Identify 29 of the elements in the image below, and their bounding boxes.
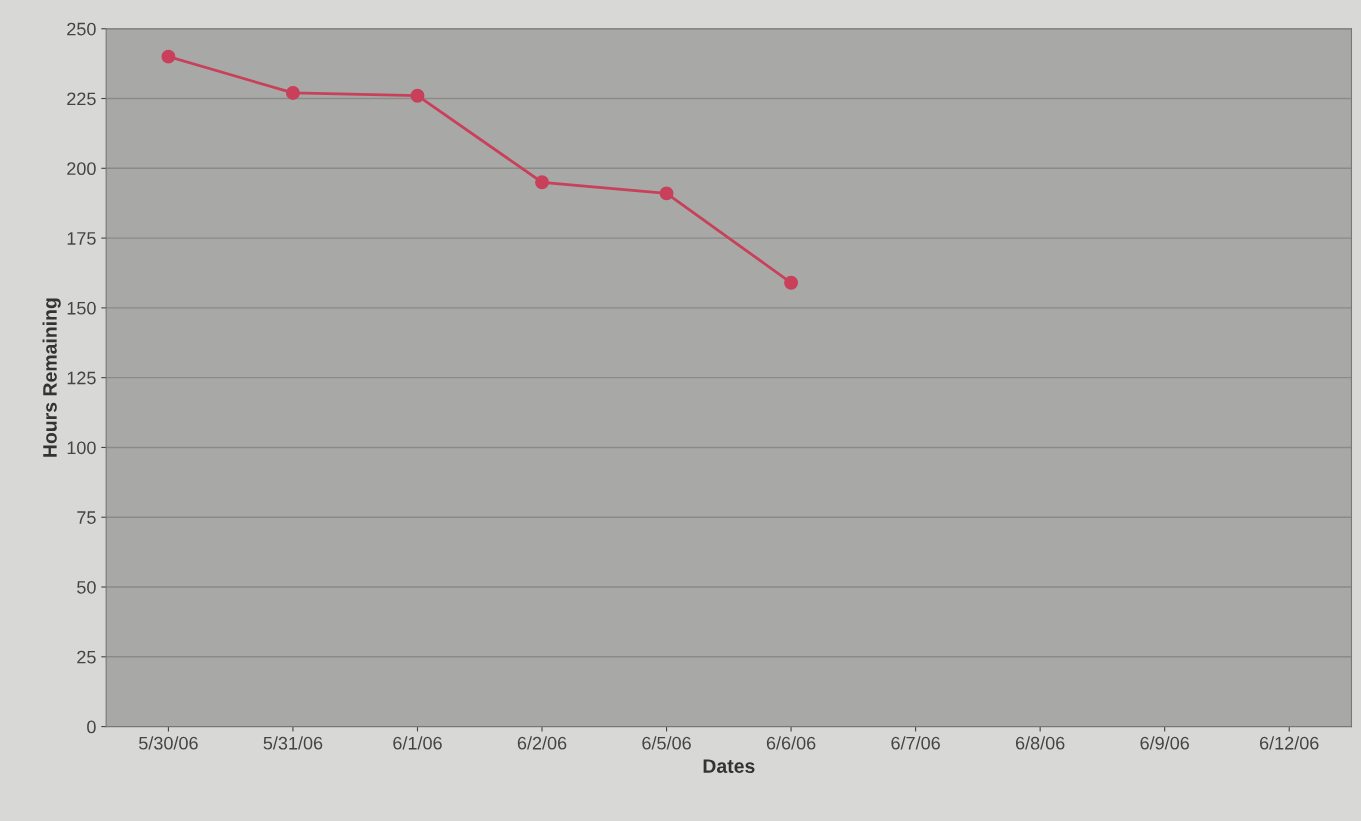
x-tick-label: 6/12/06 xyxy=(1260,736,1319,750)
x-tick-label: 6/7/06 xyxy=(891,736,940,750)
y-tick-label: 100 xyxy=(67,441,96,455)
y-tick-label: 150 xyxy=(67,301,96,315)
y-tick-label: 225 xyxy=(67,92,96,106)
y-tick-label: 200 xyxy=(67,162,96,176)
y-axis-title: Hours Remaining xyxy=(42,298,61,457)
x-tick-label: 6/8/06 xyxy=(1015,736,1065,750)
point xyxy=(784,275,799,290)
x-tick-label: 6/6/06 xyxy=(766,736,816,750)
point xyxy=(535,175,549,190)
point xyxy=(161,49,176,64)
x-tick-label: 6/1/06 xyxy=(393,736,442,750)
y-tick-label: 50 xyxy=(77,580,96,594)
point xyxy=(286,85,300,100)
y-tick-label: 0 xyxy=(87,720,96,734)
x-axis-title: Dates xyxy=(703,759,755,773)
x-tick-label: 6/9/06 xyxy=(1140,736,1189,750)
x-tick-label: 6/2/06 xyxy=(517,736,567,750)
x-tick-label: 6/5/06 xyxy=(642,736,691,750)
point xyxy=(410,88,425,103)
point xyxy=(659,186,674,201)
y-tick-label: 175 xyxy=(67,232,96,245)
x-tick-label: 5/30/06 xyxy=(139,736,198,750)
y-tick-label: 250 xyxy=(67,22,96,36)
y-tick-label: 25 xyxy=(77,650,96,664)
y-tick-label: 125 xyxy=(67,371,96,385)
y-tick-label: 75 xyxy=(77,511,96,524)
x-tick-label: 5/31/06 xyxy=(263,736,323,750)
